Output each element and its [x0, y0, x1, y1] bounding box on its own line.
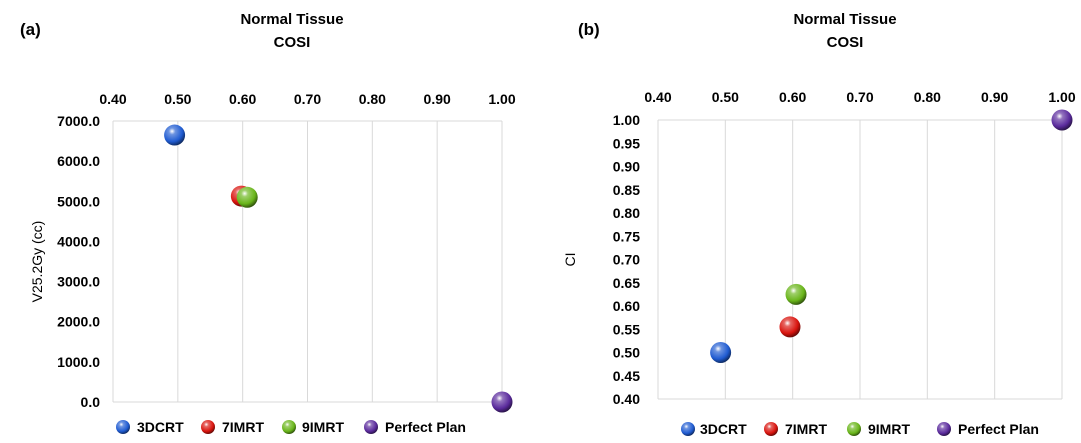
y-tick-label: 1.00 [613, 112, 640, 128]
y-tick-label: 0.95 [613, 135, 640, 151]
y-tick-label: 2000.0 [57, 314, 100, 330]
x-tick-label: 1.00 [488, 91, 515, 107]
legend-marker-3dcrt [681, 422, 695, 436]
y-tick-label: 4000.0 [57, 233, 100, 249]
chart-title-line: COSI [827, 34, 864, 51]
legend-marker-7imrt [201, 420, 215, 434]
x-tick-label: 0.40 [644, 89, 671, 105]
legend-marker-9imrt [847, 422, 861, 436]
x-tick-label: 0.90 [424, 91, 451, 107]
y-tick-label: 0.65 [613, 275, 640, 291]
x-tick-label: 0.50 [164, 91, 191, 107]
y-tick-label: 0.90 [613, 159, 640, 175]
data-point-9imrt [785, 283, 807, 305]
panel-label: (a) [20, 20, 41, 39]
y-tick-label: 0.55 [613, 321, 640, 337]
data-point-perfect-plan [1051, 109, 1073, 131]
legend-marker-perfect-plan [937, 422, 951, 436]
y-axis-label: CI [562, 253, 578, 267]
chart-title-line: Normal Tissue [240, 11, 343, 28]
legend-label: 3DCRT [700, 421, 747, 437]
legend-marker-7imrt [764, 422, 778, 436]
legend-label: 7IMRT [785, 421, 827, 437]
x-tick-label: 0.70 [846, 89, 873, 105]
legend-label: Perfect Plan [385, 419, 466, 435]
data-point-3dcrt [710, 342, 732, 363]
data-point-3dcrt [164, 124, 186, 146]
legend-marker-9imrt [282, 420, 296, 434]
legend-label: 3DCRT [137, 419, 184, 435]
x-tick-label: 0.60 [229, 91, 256, 107]
legend-label: Perfect Plan [958, 421, 1039, 437]
y-tick-label: 6000.0 [57, 153, 100, 169]
x-tick-label: 0.60 [779, 89, 806, 105]
y-tick-label: 0.75 [613, 228, 640, 244]
y-tick-label: 1000.0 [57, 354, 100, 370]
data-point-7imrt [779, 316, 801, 338]
x-tick-label: 1.00 [1048, 89, 1075, 105]
legend-label: 9IMRT [302, 419, 344, 435]
y-tick-label: 0.0 [81, 394, 101, 410]
legend-marker-perfect-plan [364, 420, 378, 434]
legend: 3DCRT 7IMRT 9IMRT Perfect Plan [116, 419, 466, 435]
x-tick-label: 0.70 [294, 91, 321, 107]
y-tick-label: 0.70 [613, 252, 640, 268]
chart-title-line: Normal Tissue [793, 11, 896, 28]
y-axis-label: V25.2Gy (cc) [29, 221, 45, 303]
panel-label: (b) [578, 20, 600, 39]
chart-panel-b: (b) Normal Tissue COSI 0.40 0.50 0.60 0.70 0.80… [562, 11, 1076, 437]
legend-marker-3dcrt [116, 420, 130, 434]
x-tick-label: 0.90 [981, 89, 1008, 105]
y-tick-label: 0.85 [613, 182, 640, 198]
x-tick-label: 0.80 [914, 89, 941, 105]
y-tick-label: 0.50 [613, 345, 640, 361]
y-tick-label: 7000.0 [57, 113, 100, 129]
chart-title-line: COSI [274, 34, 311, 51]
data-point-perfect-plan [491, 391, 513, 413]
y-tick-label: 3000.0 [57, 274, 100, 290]
x-tick-label: 0.80 [359, 91, 386, 107]
legend: 3DCRT 7IMRT 9IMRT Perfect Plan [681, 421, 1039, 437]
x-tick-label: 0.40 [99, 91, 126, 107]
y-tick-label: 5000.0 [57, 193, 100, 209]
legend-label: 7IMRT [222, 419, 264, 435]
data-point-9imrt [236, 186, 258, 208]
y-tick-label: 0.45 [613, 368, 640, 384]
y-tick-label: 0.40 [613, 391, 640, 407]
y-tick-label: 0.60 [613, 298, 640, 314]
x-tick-label: 0.50 [712, 89, 739, 105]
chart-panel-a: (a) Normal Tissue COSI 0.40 0.50 0.60 0.70 0.80… [20, 11, 516, 435]
y-tick-label: 0.80 [613, 205, 640, 221]
legend-label: 9IMRT [868, 421, 910, 437]
